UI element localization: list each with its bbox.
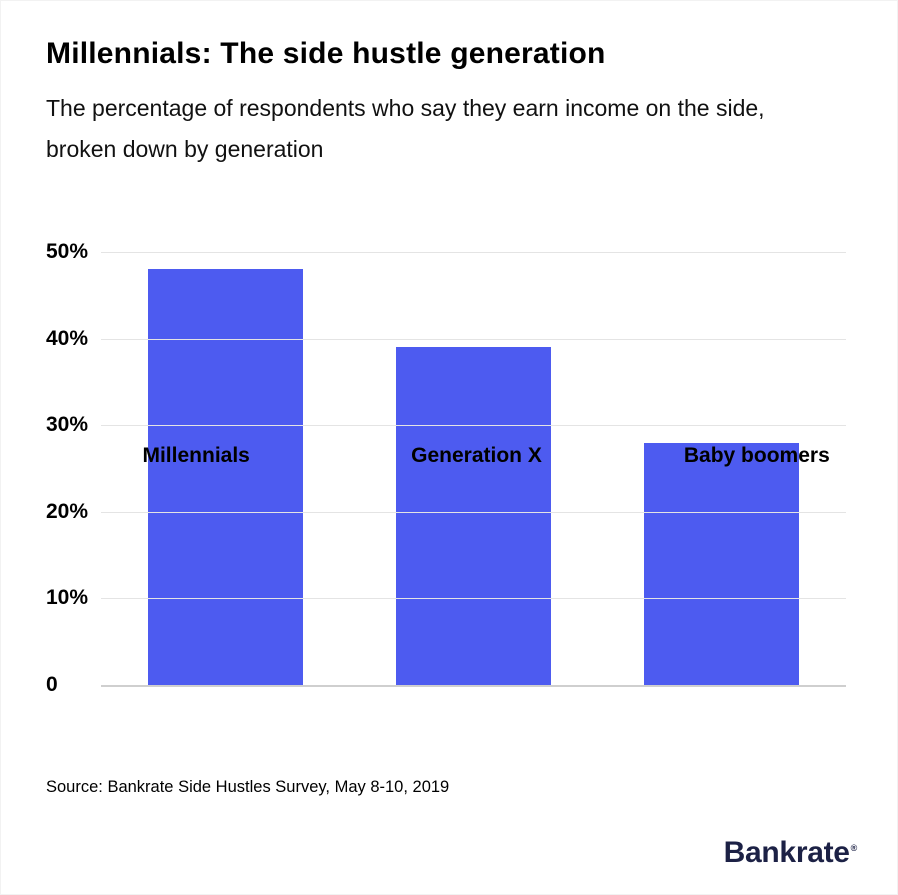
x-label-column-baby-boomers: Baby boomers xyxy=(617,444,897,468)
bar-column-millennials xyxy=(101,252,349,685)
chart-title: Millennials: The side hustle generation xyxy=(46,37,606,70)
x-axis-label-generation-x: Generation X xyxy=(411,444,542,467)
gridline xyxy=(101,425,846,427)
bankrate-logo: Bankrate® xyxy=(723,836,858,870)
source-note: Source: Bankrate Side Hustles Survey, Ma… xyxy=(46,778,450,796)
bar-column-baby-boomers xyxy=(598,252,846,685)
bar-millennials xyxy=(147,269,303,685)
y-tick-label: 50% xyxy=(46,240,89,263)
bar-column-generation-x xyxy=(349,252,597,685)
bar-baby-boomers xyxy=(644,442,800,685)
x-axis-label-baby-boomers: Baby boomers xyxy=(683,444,830,467)
x-axis-labels: Millennials Generation X Baby boomers xyxy=(56,444,897,468)
x-label-column-generation-x: Generation X xyxy=(336,444,616,468)
brand-name: Bankrate xyxy=(723,836,850,869)
x-axis-label-millennials: Millennials xyxy=(142,444,250,467)
gridline xyxy=(101,338,846,340)
brand-mark: ® xyxy=(850,843,858,853)
plot-area xyxy=(101,252,846,687)
y-tick-label: 0 xyxy=(46,673,58,696)
gridline xyxy=(101,598,846,600)
y-tick-label: 40% xyxy=(46,326,89,350)
y-tick-label: 10% xyxy=(46,586,89,610)
bar-generation-x xyxy=(395,347,551,685)
x-axis-line xyxy=(101,685,846,687)
chart-subtitle: The percentage of respondents who say th… xyxy=(46,95,765,162)
gridline xyxy=(101,511,846,513)
bar-chart: 0 10% 20% 30% 40% 50% xyxy=(46,240,846,696)
gridline xyxy=(101,252,846,253)
x-label-column-millennials: Millennials xyxy=(56,444,336,468)
bars-container xyxy=(101,252,846,685)
y-tick-label: 30% xyxy=(46,413,89,437)
y-tick-label: 20% xyxy=(46,499,89,523)
